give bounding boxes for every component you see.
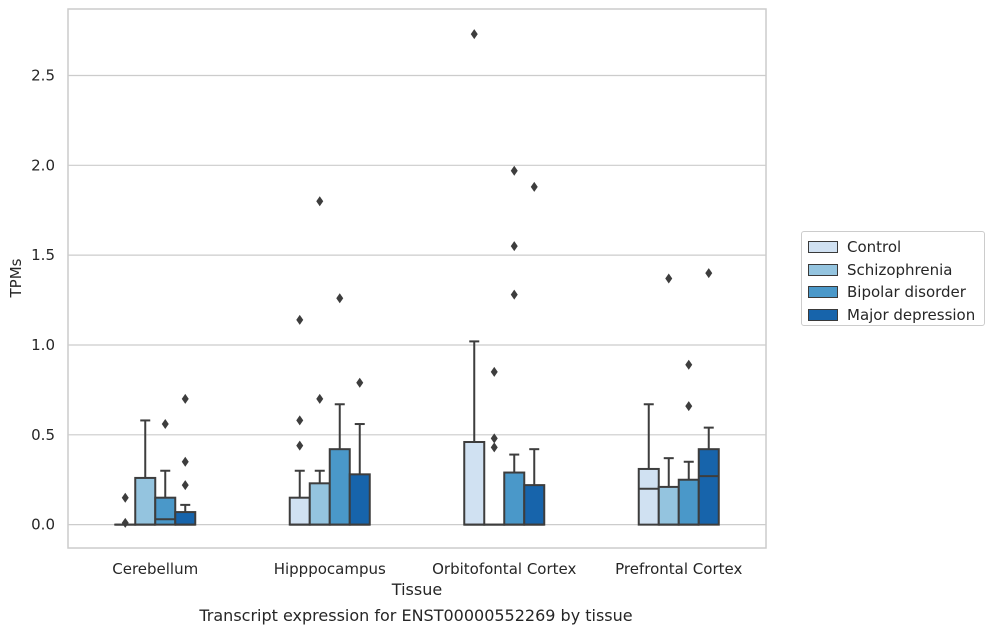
box-body [328,448,351,526]
outlier-point [181,456,189,467]
x-tick-label: Cerebellum [112,560,198,578]
outlier-point [490,433,498,444]
outlier-point [685,401,693,412]
plot-frame [67,8,767,549]
outlier-point [121,517,129,528]
box-body [697,448,720,526]
x-tick-label: Prefrontal Cortex [615,560,742,578]
legend-label: Schizophrenia [847,260,953,279]
legend-label: Major depression [847,305,976,324]
box-schizophrenia [134,419,157,526]
outlier-point [356,377,364,388]
legend-label: Bipolar disorder [847,283,966,302]
box-bipolar-disorder [677,359,700,526]
boxes-layer [114,29,720,528]
legend-swatch [808,308,838,321]
outlier-point [316,393,324,404]
box-schizophrenia [308,196,331,526]
outlier-point [316,196,324,207]
x-tick-label: Orbitofontal Cortex [432,560,576,578]
legend-swatch [808,263,838,276]
box-bipolar-disorder [503,165,526,526]
box-bipolar-disorder [328,293,351,526]
box-control [463,29,486,526]
y-tick-label: 0.0 [31,516,55,534]
outlier-point [510,241,518,252]
outlier-point [336,293,344,304]
legend-swatch [808,286,838,299]
box-control [637,403,660,526]
y-tick-label: 2.5 [31,66,55,84]
box-body [308,482,331,526]
legend-label: Control [847,238,902,257]
y-tick-label: 0.5 [31,426,55,444]
outlier-point [181,480,189,491]
outlier-point [490,442,498,453]
box-body [174,511,197,526]
outlier-point [296,415,304,426]
box-body [348,473,371,526]
legend: Control Schizophrenia Bipolar disorder Majo… [801,231,985,326]
y-tick-label: 1.5 [31,246,55,264]
box-major-depression [348,377,371,526]
outlier-point [705,268,713,279]
box-control [288,314,311,526]
box-body [657,485,680,526]
outlier-point [181,393,189,404]
legend-swatch [808,241,838,254]
y-tick-labels: 0.0 0.5 1.0 1.5 2.0 2.5 [31,66,55,533]
outlier-point [510,289,518,300]
box-body [637,467,660,526]
box-body [463,440,486,526]
outlier-point [510,165,518,176]
legend-item: Bipolar disorder [808,281,984,304]
legend-item: Major depression [808,304,984,327]
y-tick-label: 1.0 [31,336,55,354]
outlier-point [121,492,129,503]
box-body [154,496,177,526]
legend-item: Control [808,236,984,259]
outlier-point [490,366,498,377]
outlier-point [296,440,304,451]
outlier-point [685,359,693,370]
box-bipolar-disorder [154,419,177,526]
box-body [288,496,311,526]
x-tick-labels: Cerebellum Hipppocampus Orbitofontal Corte… [112,560,742,578]
box-body [677,478,700,526]
box-body [134,476,157,526]
outlier-point [530,181,538,192]
box-body [523,484,546,526]
box-major-depression [174,393,197,526]
outlier-point [470,29,478,40]
chart-caption: Transcript expression for ENST0000055226… [199,606,633,625]
y-axis-label: TPMs [7,258,25,298]
grid-lines [68,74,766,526]
box-body [503,471,526,526]
outlier-point [665,273,673,284]
box-major-depression [697,268,720,526]
box-schizophrenia [483,366,506,526]
x-axis-label: Tissue [391,580,442,599]
box-schizophrenia [657,273,680,526]
box-major-depression [523,181,546,526]
y-tick-label: 2.0 [31,156,55,174]
legend-item: Schizophrenia [808,259,984,282]
x-tick-label: Hipppocampus [274,560,386,578]
outlier-point [161,419,169,430]
outlier-point [296,314,304,325]
box-control [114,492,137,528]
